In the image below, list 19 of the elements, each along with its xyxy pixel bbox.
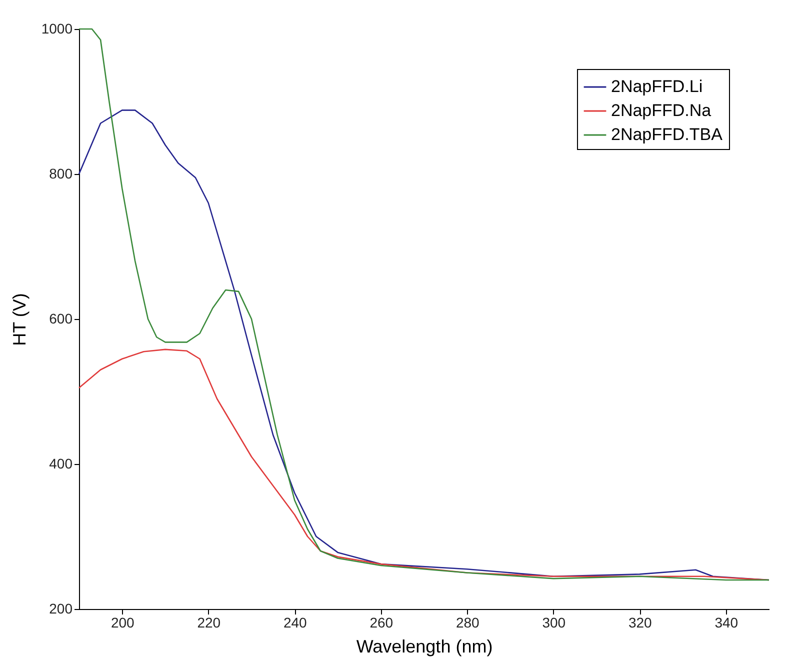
line-series <box>78 348 770 581</box>
x-tick-label: 240 <box>283 614 308 630</box>
x-tick-label: 260 <box>370 614 394 630</box>
x-tick-label: 320 <box>628 614 652 630</box>
x-tick-label: 220 <box>197 614 221 630</box>
legend-label: 2NapFFD.TBA <box>611 125 724 144</box>
legend-label: 2NapFFD.Na <box>611 101 712 120</box>
x-tick-label: 200 <box>110 614 135 630</box>
y-tick-label: 200 <box>49 600 73 616</box>
x-tick-label: 340 <box>714 614 738 630</box>
x-tick-label: 300 <box>542 614 566 630</box>
x-axis-title: Wavelength (nm) <box>356 636 493 656</box>
x-tick-label: 280 <box>456 614 480 630</box>
y-axis-title: HT (V) <box>9 293 30 346</box>
y-tick-label: 800 <box>49 166 73 182</box>
y-tick-label: 1000 <box>41 20 73 36</box>
y-tick-label: 600 <box>49 310 73 326</box>
legend-label: 2NapFFD.Li <box>611 77 703 96</box>
y-tick-label: 400 <box>49 456 73 472</box>
